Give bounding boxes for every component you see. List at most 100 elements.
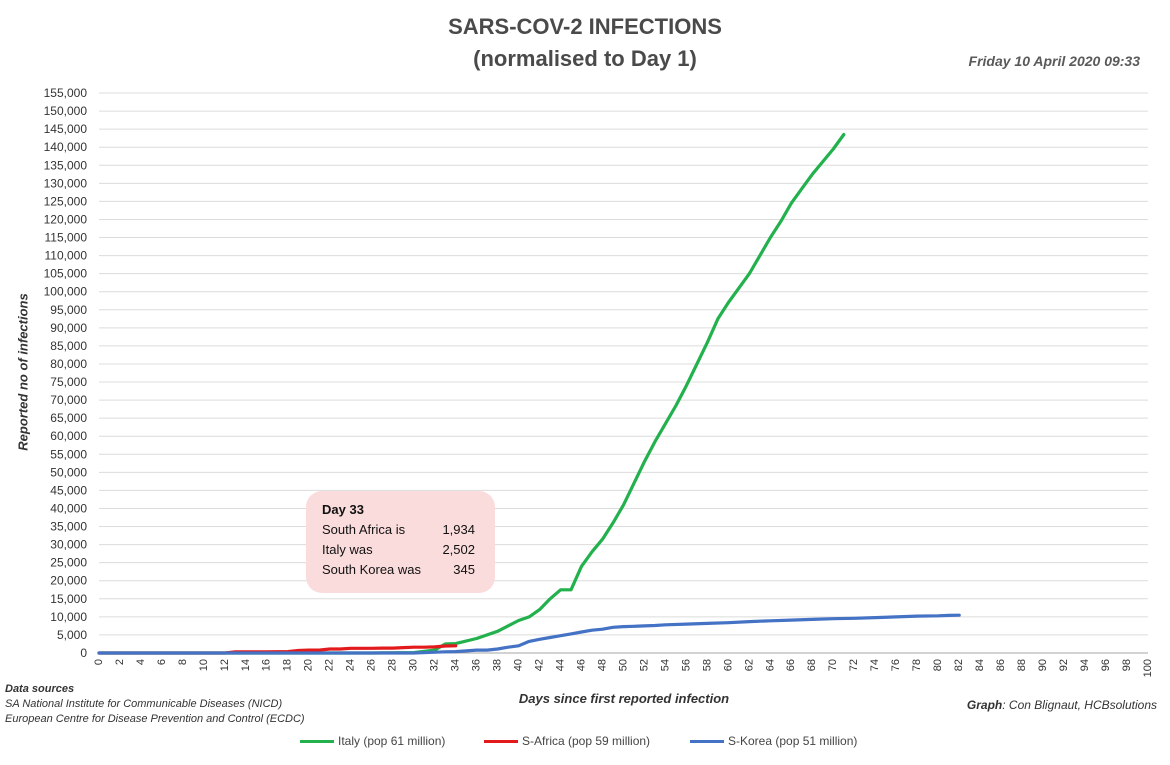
credit-label: Graph [966, 698, 1003, 712]
x-tick-label: 70 [827, 659, 839, 671]
x-tick-label: 0 [93, 659, 105, 665]
legend-swatch [690, 739, 724, 743]
x-tick-label: 26 [366, 659, 378, 671]
y-tick-label: 115,000 [45, 231, 88, 245]
x-tick-label: 10 [198, 659, 210, 671]
y-tick-label: 135,000 [44, 158, 88, 172]
y-tick-label: 45,000 [50, 483, 87, 497]
y-tick-label: 10,000 [50, 610, 87, 624]
x-tick-label: 48 [596, 659, 608, 671]
y-axis-label: Reported no of infections [15, 293, 31, 451]
x-tick-label: 50 [617, 659, 629, 671]
y-tick-label: 40,000 [50, 501, 87, 515]
x-tick-label: 52 [638, 659, 650, 671]
x-tick-label: 30 [408, 659, 420, 671]
y-tick-label: 35,000 [50, 520, 87, 534]
x-tick-label: 24 [345, 659, 357, 671]
x-tick-label: 34 [450, 659, 462, 671]
x-tick-label: 92 [1058, 659, 1070, 671]
x-tick-label: 2 [114, 659, 126, 665]
x-tick-label: 68 [806, 659, 818, 671]
x-tick-label: 56 [680, 659, 692, 671]
x-tick-label: 58 [701, 659, 713, 671]
x-tick-label: 12 [219, 659, 231, 671]
x-tick-label: 100 [1142, 659, 1154, 677]
day33-callout: Day 33 South Africa is 1,934 Italy was 2… [306, 491, 495, 593]
legend-label: S-Africa (pop 59 million) [522, 734, 651, 748]
s-korea-series-line [97, 613, 961, 655]
y-tick-label: 155,000 [44, 86, 88, 100]
legend-item-s-africa: S-Africa (pop 59 million) [484, 734, 650, 748]
y-tick-label: 80,000 [50, 357, 87, 371]
legend-item-italy: Italy (pop 61 million) [300, 734, 445, 748]
x-tick-label: 44 [554, 659, 566, 671]
x-tick-label: 60 [722, 659, 734, 671]
legend-swatch [300, 739, 334, 743]
x-tick-label: 82 [953, 659, 965, 671]
y-tick-label: 5,000 [57, 628, 87, 642]
credit-text: : Con Blignaut, HCBsolutions [1002, 698, 1157, 712]
y-tick-label: 95,000 [50, 303, 87, 317]
y-tick-label: 145,000 [44, 122, 88, 136]
x-tick-label: 98 [1121, 659, 1133, 671]
x-tick-label: 20 [303, 659, 315, 671]
y-tick-label: 65,000 [50, 411, 87, 425]
x-tick-label: 96 [1100, 659, 1112, 671]
x-tick-label: 22 [324, 659, 336, 671]
x-tick-label: 84 [974, 659, 986, 671]
x-tick-label: 32 [429, 659, 441, 671]
x-tick-label: 72 [848, 659, 860, 671]
y-tick-label: 70,000 [50, 393, 87, 407]
callout-row: South Africa is 1,934 [322, 522, 495, 542]
x-tick-label: 80 [932, 659, 944, 671]
x-tick-label: 4 [135, 659, 147, 665]
y-tick-label: 90,000 [50, 321, 87, 335]
y-tick-label: 140,000 [44, 140, 88, 154]
x-tick-label: 6 [156, 659, 168, 665]
x-tick-label: 74 [869, 659, 881, 671]
x-tick-label: 66 [785, 659, 797, 671]
y-tick-label: 75,000 [50, 375, 87, 389]
x-tick-label: 14 [240, 659, 252, 671]
x-tick-label: 94 [1079, 659, 1091, 671]
x-tick-label: 40 [513, 659, 525, 671]
x-tick-label: 64 [764, 659, 776, 671]
y-tick-label: 55,000 [50, 447, 87, 461]
x-tick-label: 86 [995, 659, 1007, 671]
x-tick-label: 36 [471, 659, 483, 671]
y-tick-label: 30,000 [50, 538, 87, 552]
legend-label: Italy (pop 61 million) [338, 734, 446, 748]
callout-row: Italy was 2,502 [322, 542, 495, 562]
callout-value: 2,502 [442, 542, 475, 557]
source-line: European Centre for Disease Prevention a… [5, 713, 305, 725]
sources-heading: Data sources [5, 683, 75, 695]
x-tick-label: 78 [911, 659, 923, 671]
x-tick-label: 38 [492, 659, 504, 671]
italy-series-line [97, 132, 846, 655]
y-tick-label: 105,000 [44, 267, 88, 281]
x-tick-label: 90 [1037, 659, 1049, 671]
x-tick-label: 88 [1016, 659, 1028, 671]
y-tick-label: 150,000 [44, 104, 88, 118]
source-line: SA National Institute for Communicable D… [5, 698, 283, 710]
callout-value: 1,934 [442, 522, 475, 537]
x-axis-label: Days since first reported infection [518, 691, 730, 706]
y-tick-label: 50,000 [50, 465, 87, 479]
graph-credit: Graph: Con Blignaut, HCBsolutions [967, 698, 1157, 712]
y-tick-label: 20,000 [50, 574, 87, 588]
y-tick-label: 0 [80, 646, 87, 660]
legend-swatch [484, 739, 518, 743]
callout-label: South Korea was [322, 562, 422, 577]
legend-item-s-korea: S-Korea (pop 51 million) [690, 734, 857, 748]
y-tick-label: 60,000 [50, 429, 87, 443]
legend-label: S-Korea (pop 51 million) [728, 734, 858, 748]
y-tick-label: 15,000 [50, 592, 87, 606]
y-tick-label: 100,000 [44, 285, 88, 299]
callout-heading: Day 33 [322, 502, 364, 517]
callout-label: Italy was [322, 542, 373, 557]
y-tick-label: 120,000 [44, 212, 88, 226]
y-tick-label: 85,000 [50, 339, 87, 353]
chart-subtitle: (normalised to Day 1) [473, 46, 697, 71]
callout-value: 345 [453, 562, 475, 577]
